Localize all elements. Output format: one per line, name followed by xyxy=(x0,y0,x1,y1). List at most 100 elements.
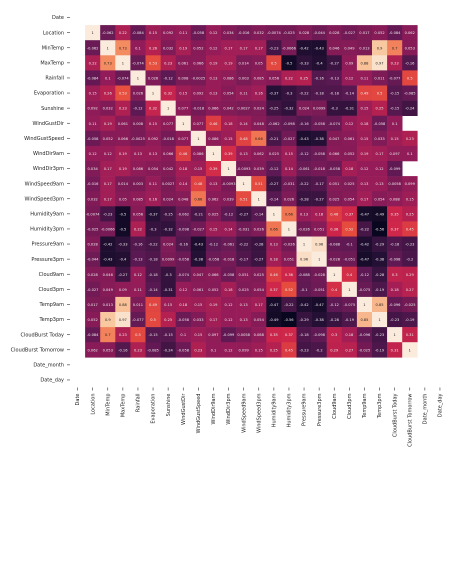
cell-value-label: 0.056 xyxy=(133,212,144,216)
cell-value-label: -0.3 xyxy=(165,273,172,277)
heatmap-cell xyxy=(372,115,388,132)
cell-value-label: -0.084 xyxy=(132,31,144,35)
heatmap-cell xyxy=(205,296,222,313)
heatmap-cell xyxy=(115,161,131,177)
cell-value-label: 0.077 xyxy=(178,107,188,111)
heatmap-cell xyxy=(266,221,282,237)
heatmap-cell xyxy=(387,55,403,71)
heatmap-cell xyxy=(145,161,161,177)
cell-value-label: 0.024 xyxy=(254,107,265,111)
heatmap-cell xyxy=(130,342,146,358)
cell-value-label: 0.008 xyxy=(133,122,144,126)
cell-value-label: 0.066 xyxy=(208,273,219,277)
heatmap-cell xyxy=(281,161,297,177)
heatmap-cell xyxy=(190,161,207,177)
cell-value-label: 0.25 xyxy=(376,107,384,111)
cell-value-label: -0.15 xyxy=(148,333,157,337)
cell-value-label: 0.11 xyxy=(149,182,157,186)
heatmap-cell xyxy=(341,296,358,313)
heatmap-cell xyxy=(341,281,358,298)
heatmap-cell xyxy=(221,206,237,222)
cell-value-label: 0.033 xyxy=(193,318,203,322)
cell-value-label: -0.058 xyxy=(328,167,340,171)
cell-value-label: -0.22 xyxy=(360,227,369,231)
heatmap-cell xyxy=(130,221,146,237)
heatmap-cell xyxy=(402,130,418,147)
heatmap-cell xyxy=(281,100,297,116)
cell-value-label: 0.1 xyxy=(392,122,398,126)
heatmap-cell xyxy=(130,115,146,132)
cell-value-label: -0.27 xyxy=(330,61,339,65)
heatmap-cell xyxy=(115,191,131,207)
heatmap-cell xyxy=(387,327,403,343)
cell-value-label: 0.0058 xyxy=(237,333,250,337)
cell-value-label: -0.085 xyxy=(404,92,416,96)
cell-value-label: 0.026 xyxy=(254,227,265,231)
heatmap-cell xyxy=(160,266,176,283)
cell-value-label: -0.031 xyxy=(283,182,295,186)
cell-value-label: 0.12 xyxy=(345,122,353,126)
heatmap-cell xyxy=(266,85,282,101)
heatmap-cell xyxy=(236,115,252,132)
heatmap-cell xyxy=(190,251,207,267)
heatmap-cell xyxy=(190,40,207,56)
heatmap-cell xyxy=(402,221,418,237)
cell-value-label: 0.51 xyxy=(240,197,248,201)
heatmap-cell xyxy=(85,236,101,252)
cell-value-label: -0.47 xyxy=(360,258,369,262)
heatmap-cell xyxy=(130,296,146,313)
heatmap-cell xyxy=(281,55,297,71)
cell-value-label: 0.025 xyxy=(269,152,279,156)
heatmap-cell xyxy=(402,100,418,116)
cell-value-label: 0.13 xyxy=(360,182,368,186)
cell-value-label: 0.3 xyxy=(331,333,337,337)
heatmap-cell xyxy=(221,221,237,237)
cell-value-label: 0.23 xyxy=(164,61,172,65)
cell-value-label: 0.052 xyxy=(193,46,203,50)
cell-value-label: 0.4 xyxy=(346,273,352,277)
cell-value-label: 0.27 xyxy=(406,288,414,292)
heatmap-cell xyxy=(100,176,116,192)
cell-value-label: 0.0058 xyxy=(388,182,401,186)
cell-value-label: 0.086 xyxy=(208,137,219,141)
cell-value-label: 0.061 xyxy=(193,288,203,292)
heatmap-cell xyxy=(175,342,192,358)
cell-value-label: -0.25 xyxy=(269,107,278,111)
cell-value-label: 0.46 xyxy=(270,273,279,277)
cell-value-label: -0.17 xyxy=(314,182,323,186)
cell-value-label: 0.23 xyxy=(194,348,202,352)
cell-value-label: 0.19 xyxy=(119,152,128,156)
cell-value-label: 0.028 xyxy=(329,31,340,35)
cell-value-label: -0.22 xyxy=(299,92,308,96)
heatmap-cell xyxy=(251,100,267,116)
heatmap-cell xyxy=(100,40,116,56)
cell-value-label: 0.12 xyxy=(179,288,187,292)
x-tick-label: Temp3pm xyxy=(377,393,383,419)
heatmap-cell xyxy=(387,25,403,41)
heatmap-cell xyxy=(402,281,418,298)
cell-value-label: 0.026 xyxy=(133,92,144,96)
cell-value-label: 0.18 xyxy=(315,212,324,216)
cell-value-label: 0.046 xyxy=(103,273,114,277)
heatmap-cell xyxy=(145,296,161,313)
y-tick-label: WindGustDir xyxy=(33,121,65,127)
cell-value-label: 0.061 xyxy=(118,122,128,126)
cell-value-label: 0.13 xyxy=(240,152,248,156)
heatmap-cell xyxy=(145,327,161,343)
x-tick-label: Sunshine xyxy=(166,394,172,417)
cell-value-label: -0.23 xyxy=(390,318,399,322)
heatmap-cell xyxy=(115,342,131,358)
cell-value-label: -0.074 xyxy=(177,273,189,277)
heatmap-cell xyxy=(251,236,267,252)
heatmap-cell xyxy=(281,296,297,313)
cell-value-label: -0.13 xyxy=(133,258,142,262)
cell-value-label: 1 xyxy=(378,318,380,322)
x-tick-label: Pressure3pm xyxy=(317,393,323,426)
heatmap-cell xyxy=(356,191,373,207)
cell-value-label: 0.39 xyxy=(209,167,218,171)
cell-value-label: -0.2 xyxy=(316,348,323,352)
cell-value-label: -0.16 xyxy=(118,348,128,352)
cell-value-label: -0.23 xyxy=(299,348,308,352)
cell-value-label: -0.3 xyxy=(331,107,338,111)
heatmap-cell xyxy=(296,312,312,328)
